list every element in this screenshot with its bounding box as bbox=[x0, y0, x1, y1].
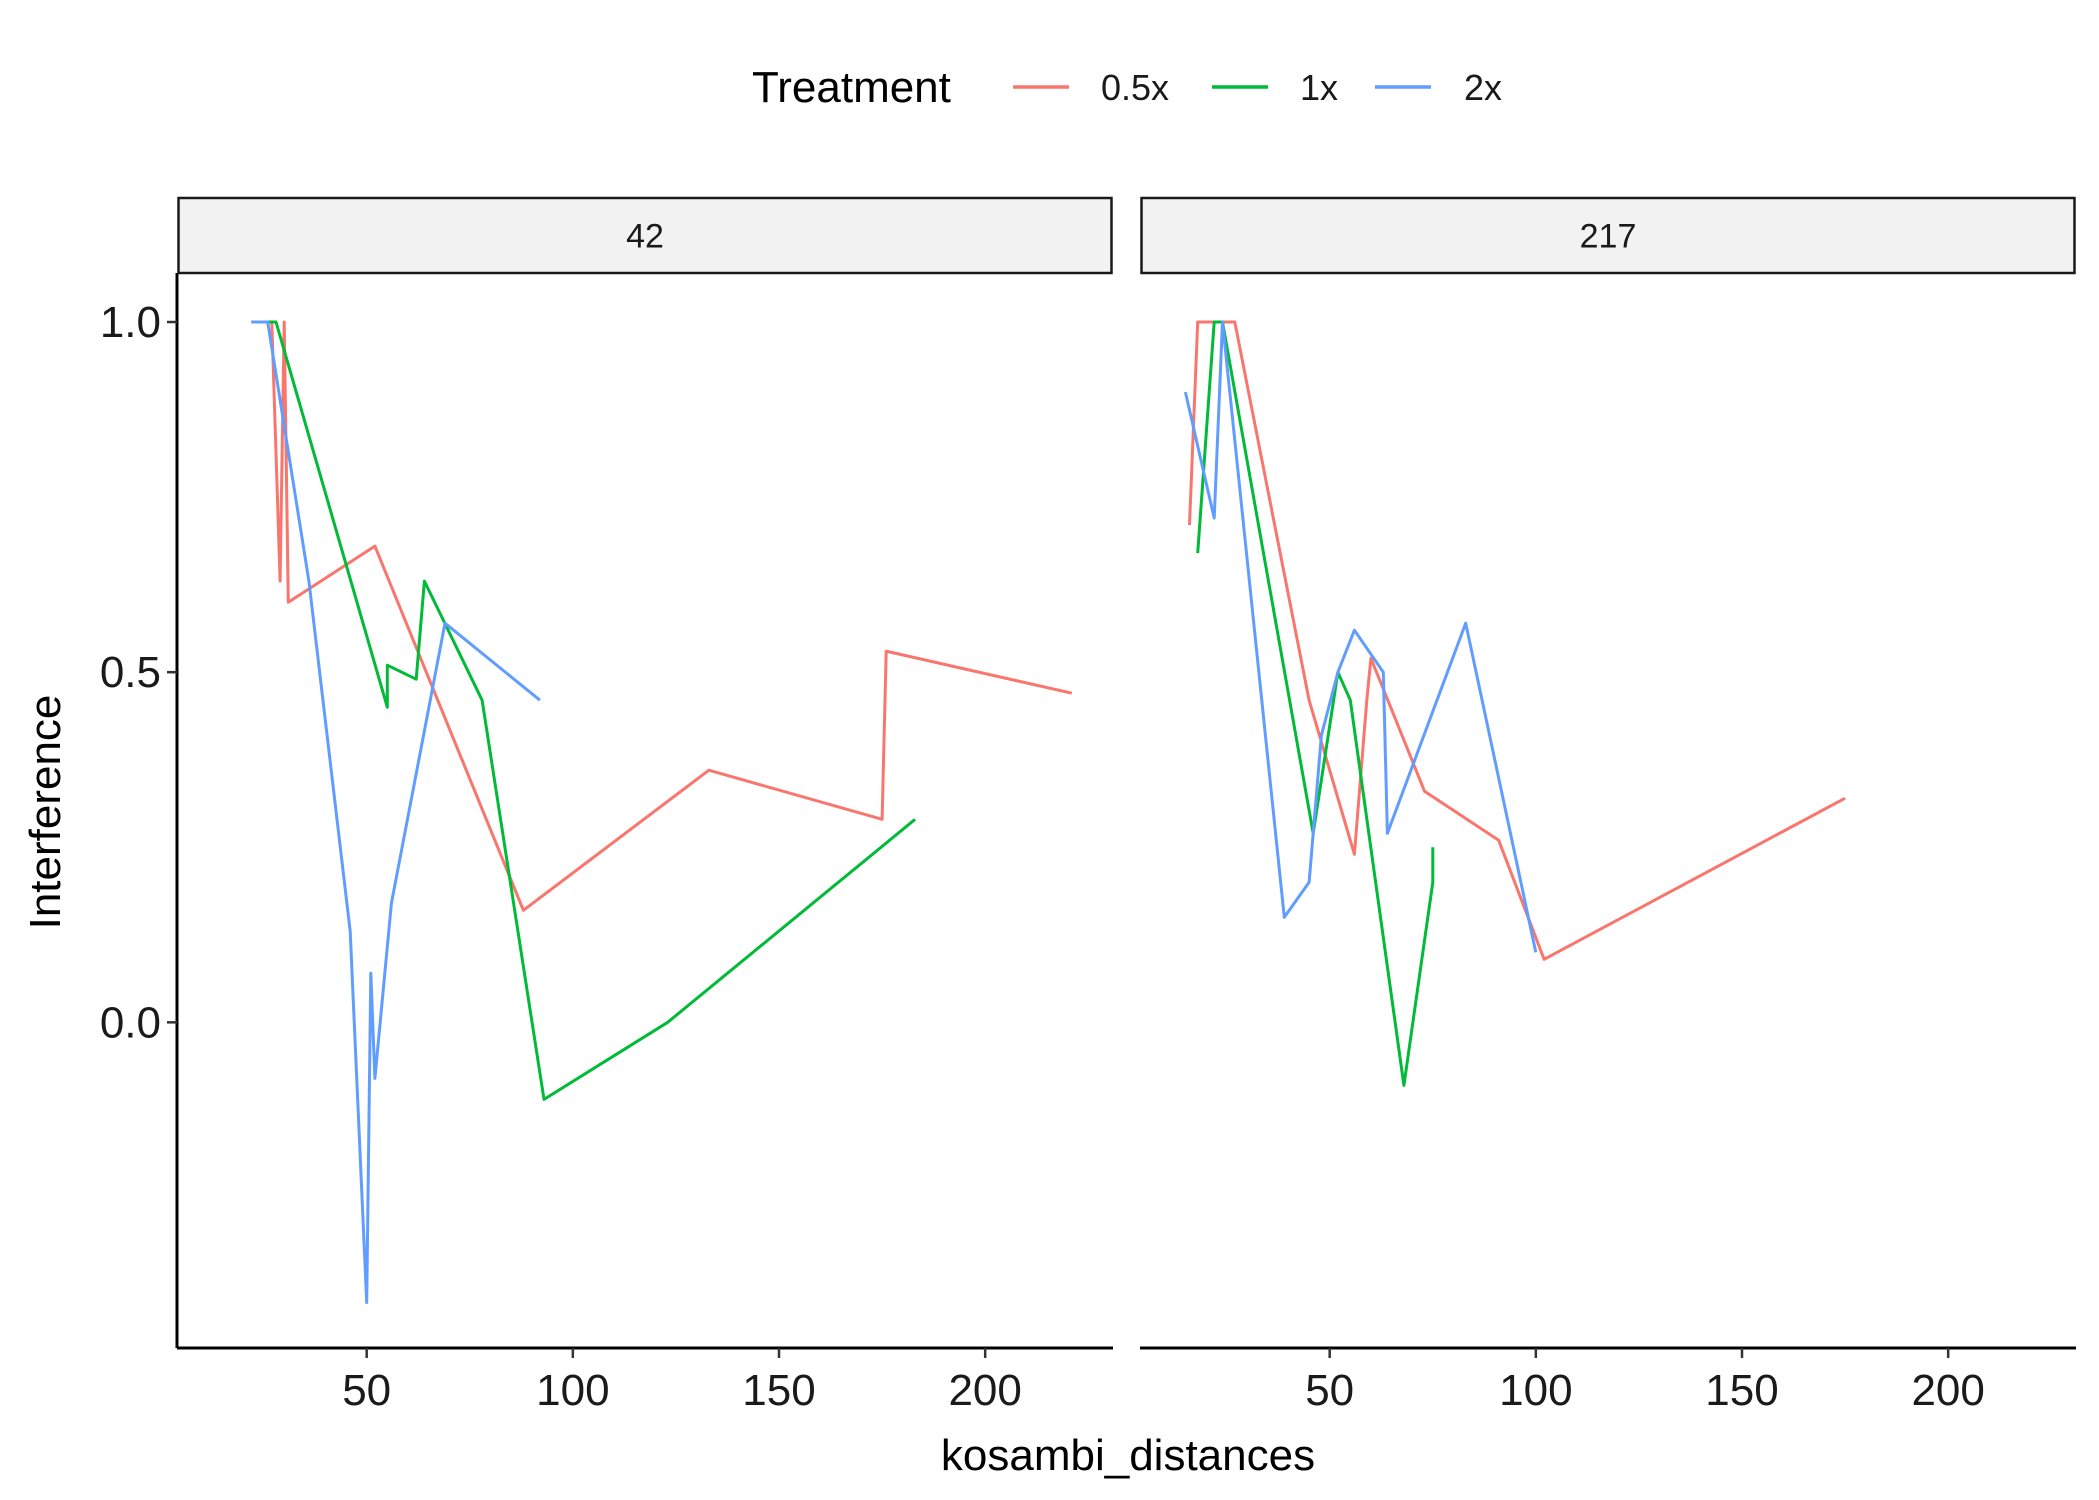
legend-title: Treatment bbox=[752, 63, 951, 112]
x-tick-label: 100 bbox=[536, 1366, 609, 1415]
x-tick-label: 200 bbox=[1911, 1366, 1984, 1415]
facet-strip bbox=[177, 196, 1113, 275]
legend-label: 2x bbox=[1464, 67, 1502, 108]
x-tick-label: 150 bbox=[1705, 1366, 1778, 1415]
y-tick-label: 0.5 bbox=[100, 648, 161, 697]
facet-panel: 217 50 100 150 200 bbox=[1140, 196, 2076, 1415]
facet-panel: 42 50 100 150 200 0.0 0.5 1.0 bbox=[100, 196, 1113, 1415]
y-tick-label: 0.0 bbox=[100, 998, 161, 1047]
x-axis-title: kosambi_distances bbox=[941, 1431, 1315, 1480]
x-tick-label: 200 bbox=[948, 1366, 1021, 1415]
facet-strip bbox=[1140, 196, 2076, 275]
facet-strip-label: 217 bbox=[1580, 218, 1637, 256]
series-line-0.5x bbox=[270, 320, 1073, 912]
series-line-2x bbox=[251, 320, 541, 1304]
legend: Treatment 0.5x 1x 2x bbox=[752, 63, 1502, 112]
y-tick-label: 1.0 bbox=[100, 298, 161, 347]
x-tick-label: 150 bbox=[742, 1366, 815, 1415]
x-tick-label: 100 bbox=[1499, 1366, 1572, 1415]
legend-label: 1x bbox=[1300, 67, 1338, 108]
x-tick-label: 50 bbox=[1305, 1366, 1354, 1415]
series-line-2x bbox=[1183, 320, 1538, 953]
facet-panels: 42 50 100 150 200 0.0 0.5 1.0 217 50 100 150 200 bbox=[100, 196, 2076, 1415]
legend-label: 0.5x bbox=[1101, 67, 1169, 108]
series-line-1x bbox=[267, 320, 917, 1101]
y-axis-title: Interference bbox=[21, 695, 70, 930]
facet-strip-label: 42 bbox=[626, 218, 664, 256]
x-tick-label: 50 bbox=[342, 1366, 391, 1415]
